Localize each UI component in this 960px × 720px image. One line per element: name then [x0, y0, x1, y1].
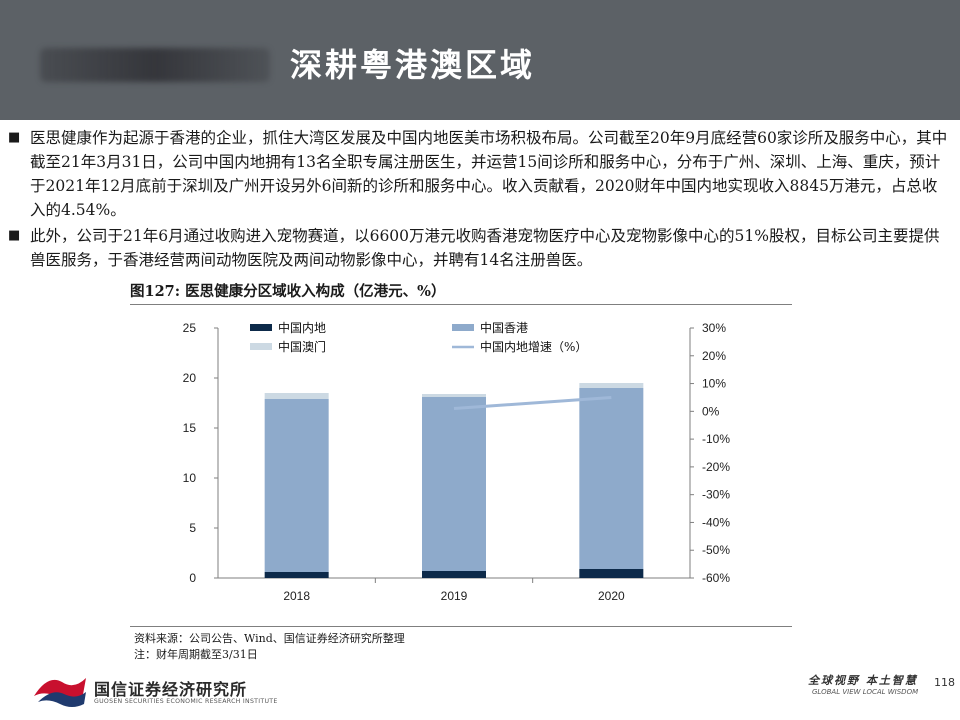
right-tick-label: -50%: [702, 543, 730, 557]
left-tick-label: 10: [183, 471, 197, 485]
right-tick-label: 20%: [702, 349, 726, 363]
right-tick-label: 30%: [702, 321, 726, 335]
right-tick-label: -30%: [702, 488, 730, 502]
figure-title: 图127: 医思健康分区域收入构成（亿港元、%）: [130, 283, 446, 300]
page-number: 118: [934, 676, 955, 689]
footer-logo-name: 国信证券经济研究所: [94, 680, 248, 699]
figure-note: 注：财年周期截至3/31日: [134, 648, 258, 661]
page-title: 深耕粤港澳区域: [290, 46, 536, 84]
figure-bottom-divider: [130, 626, 792, 627]
bar-segment: [422, 571, 486, 578]
bar-segment: [579, 388, 644, 569]
bullet-text: 医思健康作为起源于香港的企业，抓住大湾区发展及中国内地医美市场积极布局。公司截至…: [30, 129, 948, 219]
footer-logo-english: GUOSEN SECURITIES ECONOMIC RESEARCH INST…: [94, 698, 278, 705]
growth-line: [453, 395, 612, 411]
plot-area: 0 5 10 15 20 25 -60% -50% -40% -30% -20% -10% 0% 10% 2…: [183, 320, 731, 603]
blurred-header-logo: [40, 48, 270, 82]
left-tick-label: 25: [183, 321, 197, 335]
right-tick-label: 0%: [702, 404, 720, 418]
legend-label: 中国内地: [278, 320, 326, 335]
left-tick-label: 20: [183, 371, 197, 385]
legend-swatch: [452, 324, 474, 331]
left-tick-label: 15: [183, 421, 197, 435]
footer-slogan: 全球视野 本土智慧: [808, 674, 918, 687]
bar-segment: [422, 397, 486, 571]
footer-slogan-english: GLOBAL VIEW LOCAL WISDOM: [812, 688, 919, 696]
figure-source: 资料来源：公司公告、Wind、国信证券经济研究所整理: [134, 632, 405, 645]
right-tick-label: -60%: [702, 571, 730, 585]
bullet-square-icon: ■: [8, 228, 21, 243]
left-tick-label: 0: [189, 571, 196, 585]
legend-label: 中国澳门: [278, 339, 326, 354]
figure-title-divider: [130, 304, 792, 305]
x-tick-label: 2018: [283, 589, 310, 603]
legend-label: 中国香港: [480, 320, 528, 335]
x-tick-label: 2020: [598, 589, 625, 603]
revenue-composition-chart: 0 5 10 15 20 25 -60% -50% -40% -30% -20% -10% 0% 10% 2…: [183, 320, 731, 603]
bullet-paragraph-2: ■ 此外，公司于21年6月通过收购进入宠物赛道，以6600万港元收购香港宠物医疗…: [8, 224, 948, 272]
bullet-square-icon: ■: [8, 130, 21, 145]
legend-swatch: [250, 343, 272, 350]
bar-segment: [579, 383, 644, 388]
right-tick-label: -20%: [702, 460, 730, 474]
bar-segment: [264, 399, 329, 572]
bullet-paragraph-1: ■ 医思健康作为起源于香港的企业，抓住大湾区发展及中国内地医美市场积极布局。公司…: [8, 126, 948, 222]
bullet-text: 此外，公司于21年6月通过收购进入宠物赛道，以6600万港元收购香港宠物医疗中心…: [30, 227, 940, 269]
bar-segment: [264, 393, 329, 399]
header-banner: 深耕粤港澳区域: [0, 0, 960, 120]
left-tick-label: 5: [189, 521, 196, 535]
bar-segment: [264, 572, 329, 578]
right-tick-label: -10%: [702, 432, 730, 446]
legend-label: 中国内地增速（%）: [480, 339, 587, 354]
x-tick-label: 2019: [441, 589, 468, 603]
bar-segment: [579, 569, 644, 578]
right-tick-label: -40%: [702, 515, 730, 529]
bar-segment: [422, 394, 486, 397]
right-tick-label: 10%: [702, 377, 726, 391]
legend-swatch: [250, 324, 272, 331]
guosen-logo-icon: [34, 678, 86, 707]
